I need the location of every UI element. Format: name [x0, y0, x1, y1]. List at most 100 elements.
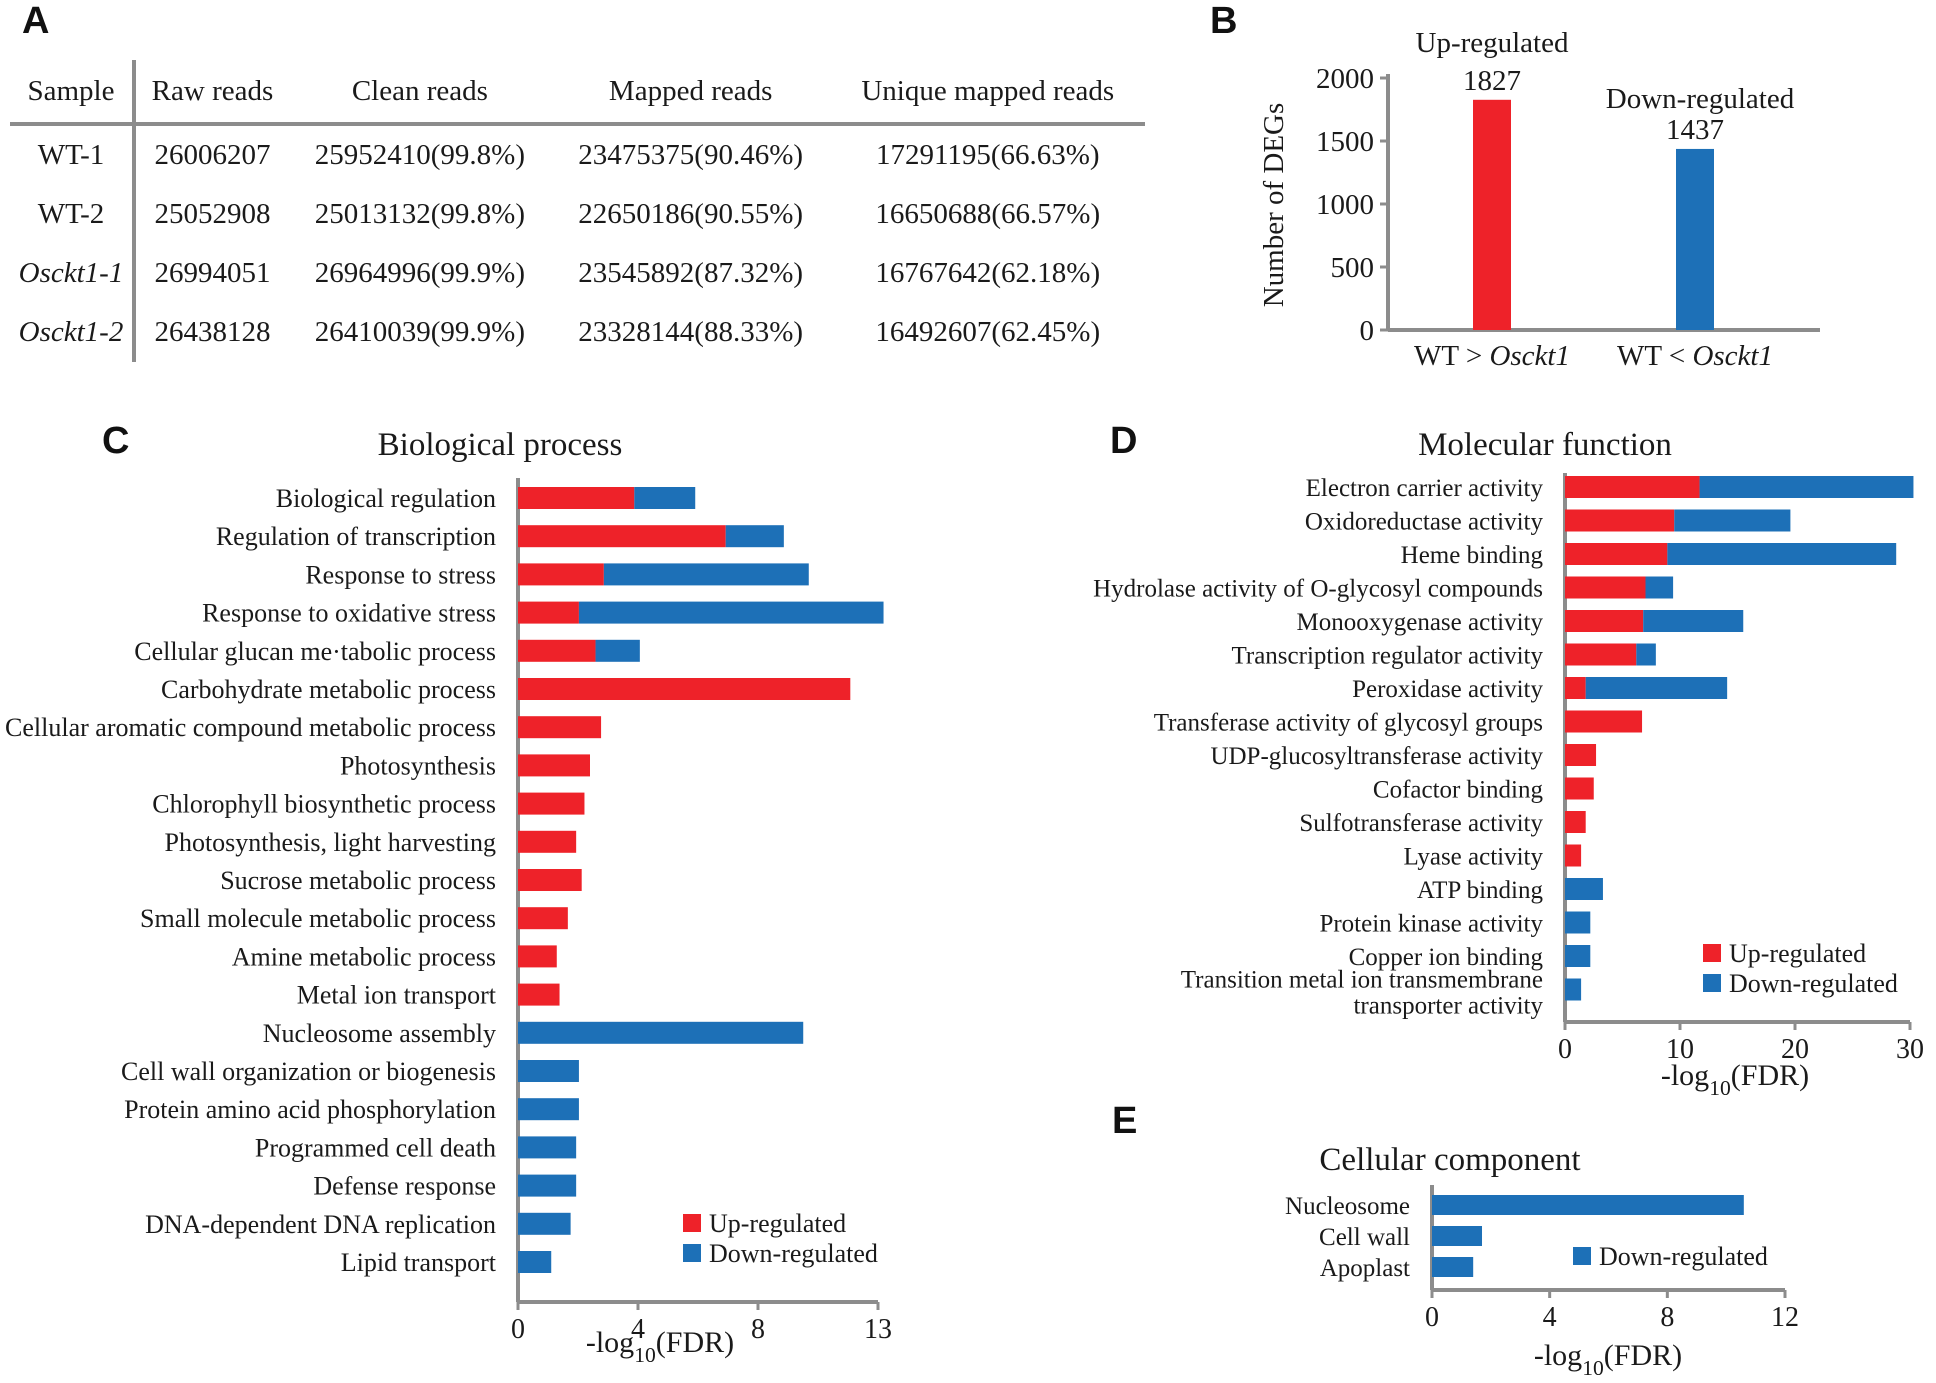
bar-segment: [1432, 1257, 1474, 1277]
bar-segment: [634, 487, 696, 509]
x-tick-label: 12: [1771, 1302, 1799, 1333]
data-label: 1827: [1463, 65, 1521, 97]
category-label: ATP binding: [1417, 877, 1544, 904]
bar-segment: [1565, 509, 1675, 532]
bar: [1473, 99, 1511, 330]
category-label: Defense response: [313, 1172, 496, 1201]
bar-segment: [1565, 643, 1637, 666]
bar-segment: [518, 487, 635, 509]
category-label: Transferase activity of glycosyl groups: [1154, 710, 1543, 737]
bar-segment: [518, 945, 557, 968]
bar-segment: [1565, 978, 1582, 1001]
bar-segment: [518, 1212, 571, 1235]
legend-swatch-up: [683, 1214, 701, 1232]
bar-segment: [1699, 476, 1914, 498]
bar-segment: [1565, 476, 1700, 498]
bar-segment: [603, 563, 809, 586]
category-label: Response to stress: [305, 560, 496, 589]
x-tick-label: 10: [1666, 1034, 1694, 1065]
bar-segment: [1565, 543, 1668, 565]
header-sample: Sample: [10, 60, 136, 126]
bar-segment: [518, 1021, 804, 1044]
bar-segment: [1643, 610, 1744, 632]
category-label: Photosynthesis: [340, 751, 496, 780]
legend-swatch-down: [1573, 1247, 1591, 1265]
table-cell-unique: 16492607(62.45%): [875, 316, 1101, 348]
table-cell-mapped: 23545892(87.32%): [578, 257, 804, 289]
chart-title: Biological process: [378, 427, 623, 463]
category-label: Electron carrier activity: [1306, 475, 1544, 502]
table-cell-unique: 16650688(66.57%): [875, 198, 1101, 230]
bar-segment: [1585, 677, 1728, 699]
series-label-up: Up-regulated: [1416, 27, 1569, 59]
legend-swatch-down: [1703, 974, 1721, 992]
table-cell-sample: Osckt1-2: [10, 303, 136, 362]
category-label: Protein kinase activity: [1319, 911, 1543, 938]
category-label: Apoplast: [1320, 1255, 1410, 1282]
x-tick-label: 0: [511, 1314, 525, 1345]
category-label: Sucrose metabolic process: [220, 866, 496, 895]
data-label: 1437: [1666, 114, 1724, 146]
header-mapped-reads: Mapped reads: [550, 60, 831, 126]
legend-label-down: Down-regulated: [1599, 1242, 1768, 1271]
x-tick-label: 30: [1896, 1034, 1924, 1065]
category-label: Transition metal ion transmembrane: [1181, 967, 1543, 994]
category-label: Cell wall: [1319, 1224, 1410, 1251]
panel-label-d: D: [1110, 420, 1138, 462]
bar-segment: [1565, 677, 1586, 699]
panel-label-b: B: [1210, 0, 1238, 42]
legend-label-up: Up-regulated: [1729, 939, 1866, 968]
category-label: Amine metabolic process: [232, 942, 496, 971]
y-tick-label: 0: [1360, 315, 1375, 347]
table-cell-raw: 25052908: [154, 198, 271, 230]
table-cell-raw: 26994051: [154, 257, 271, 289]
bar-segment: [1565, 576, 1646, 599]
legend-label-down: Down-regulated: [709, 1239, 878, 1268]
y-tick-label: 1000: [1316, 189, 1374, 221]
panel-label-c: C: [102, 420, 130, 462]
category-label: Metal ion transport: [297, 981, 497, 1010]
legend-label-up: Up-regulated: [709, 1209, 846, 1238]
category-label: Cell wall organization or biogenesis: [121, 1057, 496, 1086]
category-label: Regulation of transcription: [216, 522, 496, 551]
category-label: Small molecule metabolic process: [140, 904, 496, 933]
x-tick-label: 4: [1543, 1302, 1557, 1333]
legend-label-down: Down-regulated: [1729, 969, 1898, 998]
category-label: Hydrolase activity of O-glycosyl compoun…: [1093, 576, 1543, 603]
category-label: Protein amino acid phosphorylation: [124, 1095, 496, 1124]
category-label: Lipid transport: [341, 1248, 497, 1277]
category-label: Cellular glucan me·tabolic process: [134, 637, 496, 666]
category-label: Chlorophyll biosynthetic process: [152, 790, 496, 819]
header-clean-reads: Clean reads: [288, 60, 551, 126]
bar-segment: [1432, 1226, 1483, 1246]
category-label: Nucleosome: [1285, 1193, 1410, 1220]
x-tick-label: 8: [1660, 1302, 1674, 1333]
category-label: Sulfotransferase activity: [1299, 810, 1543, 837]
table-cell-sample: WT-1: [10, 124, 136, 185]
bar-segment: [518, 1251, 552, 1273]
x-tick-label: 4: [631, 1314, 645, 1345]
category-label: Carbohydrate metabolic process: [161, 675, 496, 704]
category-label: Oxidoreductase activity: [1305, 509, 1544, 536]
table-cell-unique: 16767642(62.18%): [875, 257, 1101, 289]
table-cell-raw: 26438128: [154, 316, 271, 348]
x-tick-label: WT < Osckt1: [1617, 340, 1773, 372]
bar-segment: [518, 1136, 577, 1159]
table-cell-clean: 25952410(99.8%): [314, 139, 525, 171]
chart-title: Molecular function: [1418, 427, 1672, 463]
category-label: DNA-dependent DNA replication: [145, 1210, 496, 1239]
panel-label-e: E: [1112, 1100, 1138, 1142]
table-row: WT-1 26006207 25952410(99.8%) 23475375(90.4…: [10, 124, 1145, 185]
bar-segment: [595, 639, 640, 662]
category-label: Photosynthesis, light harvesting: [165, 828, 497, 857]
bar-segment: [1645, 576, 1674, 599]
category-label: Programmed cell death: [255, 1133, 496, 1162]
bar: [1676, 148, 1714, 330]
bar-segment: [578, 601, 884, 624]
category-label: Response to oxidative stress: [202, 599, 496, 628]
category-label: Transcription regulator activity: [1231, 643, 1543, 670]
category-label: Monooxygenase activity: [1297, 609, 1544, 636]
legend-swatch-up: [1703, 944, 1721, 962]
table-row: Osckt1-1 26994051 26964996(99.9%) 23545892(…: [10, 244, 1145, 303]
